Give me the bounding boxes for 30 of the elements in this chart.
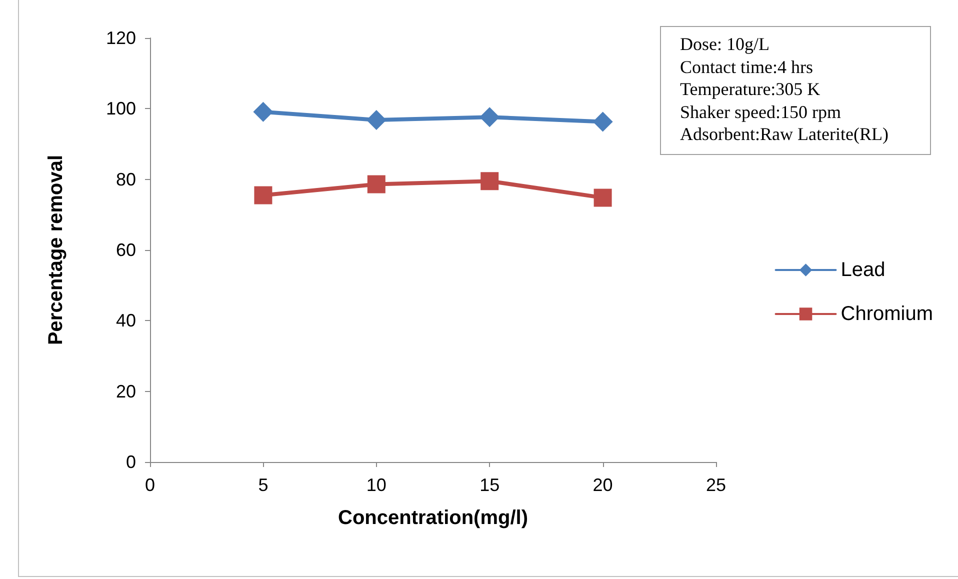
point: [480, 172, 499, 190]
x-tick-label: 20: [592, 475, 613, 495]
x-tick-label: 15: [480, 475, 500, 495]
y-axis-title: Percentage removal: [45, 154, 67, 346]
point: [480, 107, 500, 128]
point: [253, 102, 274, 122]
y-tick-label: 20: [116, 381, 136, 402]
annotation: Temperature:305 K: [680, 78, 822, 100]
annotation: Dose: 10g/L: [680, 33, 770, 56]
point: [367, 175, 386, 194]
y-tick-label: 40: [116, 310, 136, 331]
legend-label: Lead: [840, 259, 886, 281]
annotation: Contact time:4 hrs: [680, 56, 814, 78]
x-tick-label: 0: [144, 475, 156, 495]
annotation: Adsorbent:Raw Laterite(RL): [680, 123, 890, 146]
point: [366, 110, 386, 130]
x-tick-label: 25: [706, 475, 726, 495]
y-tick-label: 120: [106, 28, 136, 48]
x-tick-label: 5: [258, 475, 268, 495]
x-axis-title: Concentration(mg/l): [338, 507, 528, 529]
y-tick-label: 60: [116, 240, 136, 260]
point: [594, 188, 612, 207]
y-tick-label: 0: [126, 452, 136, 472]
x-tick-label: 10: [366, 475, 386, 495]
point: [254, 186, 272, 204]
annotation: Shaker speed:150 rpm: [680, 100, 842, 123]
legend-label: Chromium: [840, 303, 934, 325]
y-tick-label: 80: [116, 169, 136, 190]
y-tick-label: 100: [106, 98, 136, 119]
point: [592, 112, 613, 132]
